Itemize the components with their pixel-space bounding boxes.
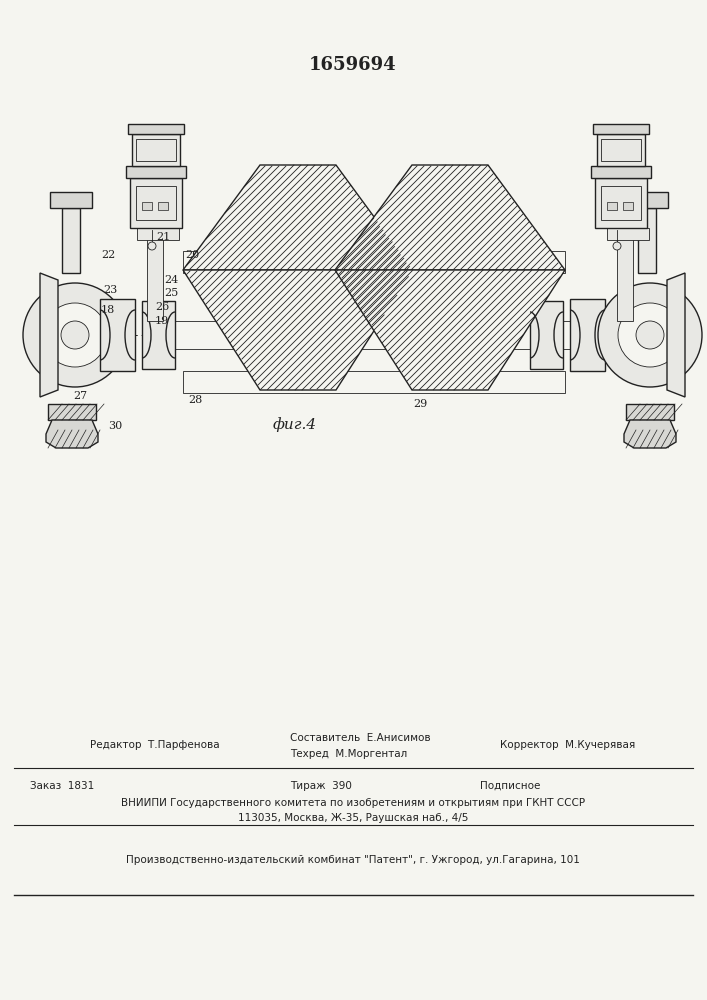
Bar — [100, 299, 135, 371]
Bar — [601, 186, 641, 220]
Bar — [128, 124, 184, 134]
Bar — [626, 404, 674, 420]
Text: Производственно-издательский комбинат "Патент", г. Ужгород, ул.Гагарина, 101: Производственно-издательский комбинат "П… — [126, 855, 580, 865]
Text: 24: 24 — [164, 275, 178, 285]
Bar — [591, 166, 651, 178]
Bar — [570, 299, 605, 371]
Bar — [132, 134, 180, 166]
Circle shape — [23, 283, 127, 387]
Bar — [142, 301, 175, 369]
Bar — [137, 228, 179, 240]
Text: Техред  М.Моргентал: Техред М.Моргентал — [290, 749, 407, 759]
Bar — [48, 404, 96, 420]
Bar — [175, 321, 570, 349]
Bar — [597, 134, 645, 166]
Text: ВНИИПИ Государственного комитета по изобретениям и открытиям при ГКНТ СССР: ВНИИПИ Государственного комитета по изоб… — [121, 798, 585, 808]
Polygon shape — [183, 165, 413, 270]
Text: Редактор  Т.Парфенова: Редактор Т.Парфенова — [90, 740, 220, 750]
Polygon shape — [335, 270, 565, 390]
Bar — [136, 186, 176, 220]
Bar — [607, 317, 635, 353]
Bar — [601, 139, 641, 161]
Text: 113035, Москва, Ж-35, Раушская наб., 4/5: 113035, Москва, Ж-35, Раушская наб., 4/5 — [238, 813, 468, 823]
Bar — [62, 208, 80, 273]
Text: 26: 26 — [155, 302, 169, 312]
Text: 23: 23 — [103, 285, 117, 295]
Text: 25: 25 — [164, 288, 178, 298]
Polygon shape — [183, 270, 413, 390]
Circle shape — [148, 242, 156, 250]
Bar — [142, 202, 152, 210]
Polygon shape — [40, 273, 58, 397]
Text: 27: 27 — [73, 391, 87, 401]
Circle shape — [636, 321, 664, 349]
Bar — [623, 202, 633, 210]
Text: 30: 30 — [108, 421, 122, 431]
Circle shape — [598, 283, 702, 387]
Polygon shape — [46, 420, 98, 448]
Bar — [183, 371, 565, 393]
Circle shape — [61, 321, 89, 349]
Bar — [126, 166, 186, 178]
Circle shape — [613, 242, 621, 250]
Text: Подписное: Подписное — [480, 781, 540, 791]
Bar — [617, 231, 633, 321]
Bar — [58, 317, 88, 353]
Bar — [626, 192, 668, 208]
Text: Составитель  Е.Анисимов: Составитель Е.Анисимов — [290, 733, 431, 743]
Bar — [130, 178, 182, 228]
Text: Заказ  1831: Заказ 1831 — [30, 781, 94, 791]
Polygon shape — [335, 165, 565, 270]
Text: Корректор  М.Кучерявая: Корректор М.Кучерявая — [500, 740, 636, 750]
Text: 21: 21 — [156, 232, 170, 242]
Bar — [136, 139, 176, 161]
Circle shape — [618, 303, 682, 367]
Text: 1659694: 1659694 — [309, 56, 397, 74]
Bar — [183, 251, 565, 273]
Text: 18: 18 — [101, 305, 115, 315]
Text: фиг.4: фиг.4 — [273, 418, 317, 432]
Bar — [607, 228, 649, 240]
Bar — [50, 192, 92, 208]
Bar — [595, 178, 647, 228]
Text: 29: 29 — [413, 399, 427, 409]
Text: Тираж  390: Тираж 390 — [290, 781, 352, 791]
Circle shape — [43, 303, 107, 367]
Bar — [158, 202, 168, 210]
Polygon shape — [667, 273, 685, 397]
Polygon shape — [624, 420, 676, 448]
Text: 28: 28 — [188, 395, 202, 405]
Bar — [638, 208, 656, 273]
Text: 20: 20 — [185, 250, 199, 260]
Bar — [530, 301, 563, 369]
Bar — [607, 202, 617, 210]
Bar — [593, 124, 649, 134]
Text: 19: 19 — [155, 316, 169, 326]
Text: 22: 22 — [101, 250, 115, 260]
Bar — [147, 231, 163, 321]
